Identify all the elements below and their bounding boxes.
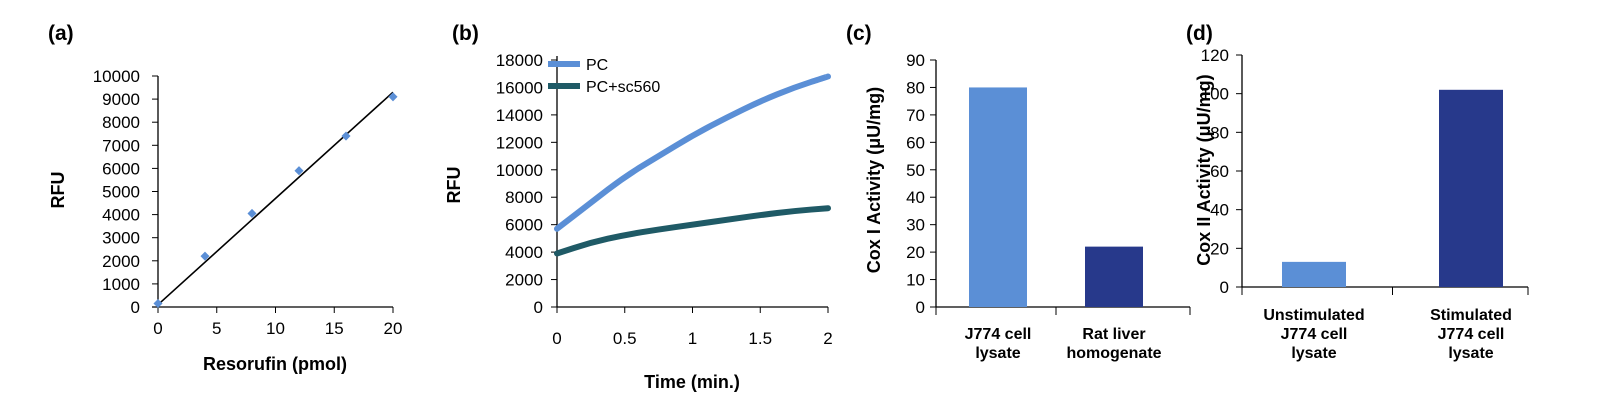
y-tick-label: 0 [534,298,543,317]
y-tick-label: 14000 [496,106,543,125]
y-tick-label: 16000 [496,78,543,97]
bar [1282,261,1346,287]
x-tick-label: 10 [266,319,285,338]
panel-label: (b) [452,22,479,45]
y-tick-label: 0 [131,298,140,317]
y-tick-label: 4000 [102,206,140,225]
data-point [153,299,163,309]
x-tick-label: 0 [552,329,561,348]
y-tick-label: 12000 [496,133,543,152]
x-category-label: homogenate [1066,345,1161,362]
bar [969,87,1027,307]
y-axis-title: Cox II Activity (μU/mg) [1194,74,1214,265]
legend-label: PC+sc560 [586,79,660,96]
y-tick-label: 20 [1210,239,1229,258]
bar [1085,246,1143,307]
x-category-label: lysate [975,345,1020,362]
y-tick-label: 40 [1210,201,1229,220]
panel-d: (d) 0 20 40 60 80 100 120 Unstimulated J774 cell l… [1186,22,1529,362]
y-tick-label: 80 [1210,123,1229,142]
x-category-label: J774 cell [1438,326,1505,343]
y-tick-label: 50 [906,161,925,180]
y-tick-label: 0 [916,298,925,317]
y-axis-title: RFU [444,167,464,204]
panel-label: (a) [48,22,74,45]
panel-b: (b) 0 2000 4000 6000 8000 10000 12000 14000 16000… [444,22,833,392]
y-tick-label: 5000 [102,183,140,202]
bar [1439,89,1503,287]
legend-label: PC [586,57,608,74]
data-point [341,131,351,141]
y-tick-label: 60 [906,133,925,152]
trendline [157,91,394,306]
y-tick-label: 6000 [505,216,543,235]
panel-c: (c) 0 10 20 30 40 50 60 70 80 90 J774 cell lysate Rat… [846,22,1191,362]
x-category-label: J774 cell [965,326,1032,343]
x-category-label: Stimulated [1430,307,1512,324]
y-tick-label: 10000 [93,67,140,86]
series-line-pc [554,73,831,232]
y-tick-label: 40 [906,188,925,207]
y-tick-label: 9000 [102,90,140,109]
y-tick-label: 2000 [505,271,543,290]
x-tick-label: 0 [153,319,162,338]
x-tick-label: 0.5 [613,329,637,348]
series-line-pc-sc560 [554,205,831,257]
y-tick-label: 60 [1210,162,1229,181]
y-tick-label: 10 [906,271,925,290]
x-category-label: lysate [1448,345,1493,362]
y-tick-label: 90 [906,51,925,70]
x-axis-title: Time (min.) [644,372,740,392]
y-tick-label: 1000 [102,275,140,294]
y-tick-label: 0 [1220,278,1229,297]
y-tick-label: 80 [906,78,925,97]
y-axis-title: Cox I Activity (μU/mg) [864,87,884,273]
panel-label: (d) [1186,22,1213,45]
y-tick-label: 8000 [505,188,543,207]
x-axis-title: Resorufin (pmol) [203,354,347,374]
panel-a: (a) 0 1000 2000 3000 4000 5000 6000 7000 8000 9000… [48,22,402,374]
x-tick-label: 2 [823,329,832,348]
x-tick-label: 5 [212,319,221,338]
y-tick-label: 70 [906,106,925,125]
y-tick-label: 3000 [102,229,140,248]
y-tick-label: 18000 [496,51,543,70]
x-category-label: Rat liver [1082,326,1145,343]
panel-label: (c) [846,22,872,45]
y-tick-label: 2000 [102,252,140,271]
y-tick-label: 7000 [102,136,140,155]
data-point [388,92,398,102]
y-tick-label: 30 [906,216,925,235]
x-tick-label: 15 [325,319,344,338]
x-tick-label: 1 [688,329,697,348]
y-tick-label: 8000 [102,113,140,132]
x-tick-label: 20 [384,319,403,338]
y-tick-label: 100 [1201,85,1229,104]
y-tick-label: 120 [1201,46,1229,65]
x-tick-label: 1.5 [748,329,772,348]
y-tick-label: 4000 [505,243,543,262]
x-category-label: Unstimulated [1263,307,1364,324]
y-axis-title: RFU [48,172,68,209]
y-tick-label: 10000 [496,161,543,180]
y-tick-label: 20 [906,243,925,262]
y-tick-label: 6000 [102,159,140,178]
x-category-label: lysate [1291,345,1336,362]
x-category-label: J774 cell [1281,326,1348,343]
